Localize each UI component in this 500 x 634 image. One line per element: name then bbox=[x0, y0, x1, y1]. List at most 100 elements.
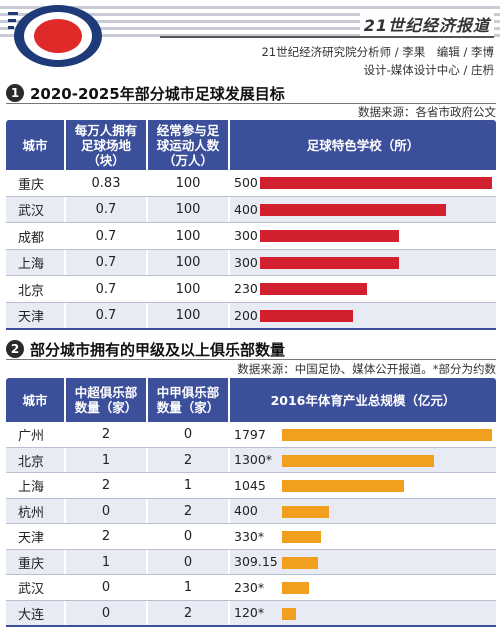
city-cell: 重庆 bbox=[18, 177, 45, 193]
column-separator bbox=[228, 422, 230, 448]
bar-value-label: 230* bbox=[234, 579, 265, 595]
column-separator bbox=[64, 223, 66, 250]
column-separator bbox=[228, 223, 230, 250]
column-separator bbox=[146, 196, 148, 223]
row-divider bbox=[6, 574, 496, 575]
bar-value-label: 120* bbox=[234, 605, 265, 621]
bar-value-label: 230 bbox=[234, 281, 258, 297]
section-1-table-header: 城市 每万人拥有 足球场地 （块） 经常参与足 球运动人数 （万人） 足球特色学… bbox=[6, 120, 496, 170]
column-separator bbox=[146, 473, 148, 499]
column-separator bbox=[64, 575, 66, 601]
section-1-rule bbox=[6, 103, 496, 104]
cl1-clubs-cell: 0 bbox=[183, 529, 193, 545]
city-cell: 杭州 bbox=[18, 505, 45, 521]
row-divider bbox=[6, 275, 496, 276]
players-cell: 100 bbox=[175, 175, 201, 191]
column-separator bbox=[228, 549, 230, 575]
bar-天津 bbox=[282, 531, 321, 543]
column-separator bbox=[228, 524, 230, 550]
city-cell: 广州 bbox=[18, 429, 45, 445]
cl1-clubs-cell: 2 bbox=[183, 503, 193, 519]
column-separator bbox=[228, 196, 230, 223]
column-separator bbox=[228, 575, 230, 601]
table-row: 成都 0.7 100 300 bbox=[6, 223, 496, 250]
decorative-stripes bbox=[0, 6, 500, 48]
table-row: 杭州 0 2 400 bbox=[6, 498, 496, 524]
city-cell: 重庆 bbox=[18, 556, 45, 572]
column-separator bbox=[64, 549, 66, 575]
city-cell: 上海 bbox=[18, 480, 45, 496]
bar-武汉 bbox=[260, 203, 446, 216]
column-separator bbox=[146, 498, 148, 524]
city-cell: 上海 bbox=[18, 257, 45, 273]
city-cell: 武汉 bbox=[18, 204, 45, 220]
table-row: 广州 2 0 1797 bbox=[6, 422, 496, 448]
column-separator bbox=[64, 302, 66, 329]
bar-天津 bbox=[260, 309, 353, 322]
city-cell: 天津 bbox=[18, 310, 45, 326]
table-bottom-border bbox=[6, 625, 496, 627]
section-1-table: 城市 每万人拥有 足球场地 （块） 经常参与足 球运动人数 （万人） 足球特色学… bbox=[6, 120, 496, 330]
table-row: 天津 2 0 330* bbox=[6, 524, 496, 550]
col-csl-header: 中超俱乐部 数量（家） bbox=[74, 385, 138, 415]
bar-value-label: 300 bbox=[234, 228, 258, 244]
csl-clubs-cell: 0 bbox=[101, 503, 111, 519]
bar-杭州 bbox=[282, 505, 329, 518]
table-bottom-border bbox=[6, 328, 496, 330]
players-cell: 100 bbox=[175, 202, 201, 218]
bar-value-label: 200 bbox=[234, 307, 258, 323]
city-cell: 北京 bbox=[18, 454, 45, 470]
row-divider bbox=[6, 523, 496, 524]
players-cell: 100 bbox=[175, 308, 201, 324]
col-fields-header: 每万人拥有 足球场地 （块） bbox=[74, 122, 138, 168]
cl1-clubs-cell: 2 bbox=[183, 605, 193, 621]
csl-clubs-cell: 2 bbox=[101, 529, 111, 545]
table-row: 大连 0 2 120* bbox=[6, 600, 496, 626]
column-separator bbox=[228, 302, 230, 329]
city-cell: 成都 bbox=[18, 230, 45, 246]
cl1-clubs-cell: 1 bbox=[183, 580, 193, 596]
bar-value-label: 1300* bbox=[234, 452, 273, 468]
bar-北京 bbox=[282, 454, 434, 467]
table-row: 上海 0.7 100 300 bbox=[6, 249, 496, 276]
column-separator bbox=[64, 473, 66, 499]
column-separator bbox=[64, 447, 66, 473]
bar-重庆 bbox=[282, 556, 319, 569]
column-separator bbox=[64, 498, 66, 524]
bar-value-label: 400 bbox=[234, 201, 258, 217]
fields-per-10k-cell: 0.7 bbox=[95, 202, 117, 218]
cl1-clubs-cell: 2 bbox=[183, 452, 193, 468]
column-separator bbox=[64, 196, 66, 223]
column-separator bbox=[64, 249, 66, 276]
bar-广州 bbox=[282, 429, 492, 441]
credit-line-2: 设计-媒体设计中心 / 庄枬 bbox=[363, 63, 494, 77]
brand-divider bbox=[160, 36, 494, 38]
bar-value-label: 1045 bbox=[234, 477, 266, 493]
masthead: 21世纪经济报道 21世纪经济研究院分析师 / 李果 编辑 / 李博 设计-媒体… bbox=[0, 0, 500, 88]
section-2-source: 数据来源：中国足协、媒体公开报道。*部分为约数 bbox=[237, 362, 496, 376]
fields-per-10k-cell: 0.7 bbox=[95, 281, 117, 297]
column-separator bbox=[146, 223, 148, 250]
column-separator bbox=[146, 549, 148, 575]
csl-clubs-cell: 1 bbox=[101, 452, 111, 468]
column-separator bbox=[146, 600, 148, 626]
bar-上海 bbox=[260, 256, 400, 269]
bar-北京 bbox=[260, 283, 367, 295]
brand-title: 21世纪经济报道 bbox=[359, 12, 494, 36]
bar-value-label: 309.15 bbox=[234, 554, 278, 570]
section-2-title: 部分城市拥有的甲级及以上俱乐部数量 bbox=[30, 340, 286, 359]
target-logo-icon bbox=[8, 5, 102, 67]
column-separator bbox=[228, 498, 230, 524]
cl1-clubs-cell: 1 bbox=[183, 478, 193, 494]
table-row: 北京 0.7 100 230 bbox=[6, 276, 496, 303]
table-row: 武汉 0 1 230* bbox=[6, 575, 496, 601]
bar-武汉 bbox=[282, 582, 309, 594]
bar-成都 bbox=[260, 230, 400, 242]
row-divider bbox=[6, 222, 496, 223]
column-separator bbox=[64, 524, 66, 550]
column-separator bbox=[146, 249, 148, 276]
column-separator bbox=[228, 447, 230, 473]
bar-value-label: 300 bbox=[234, 254, 258, 270]
city-cell: 大连 bbox=[18, 607, 45, 623]
bar-上海 bbox=[282, 480, 405, 492]
